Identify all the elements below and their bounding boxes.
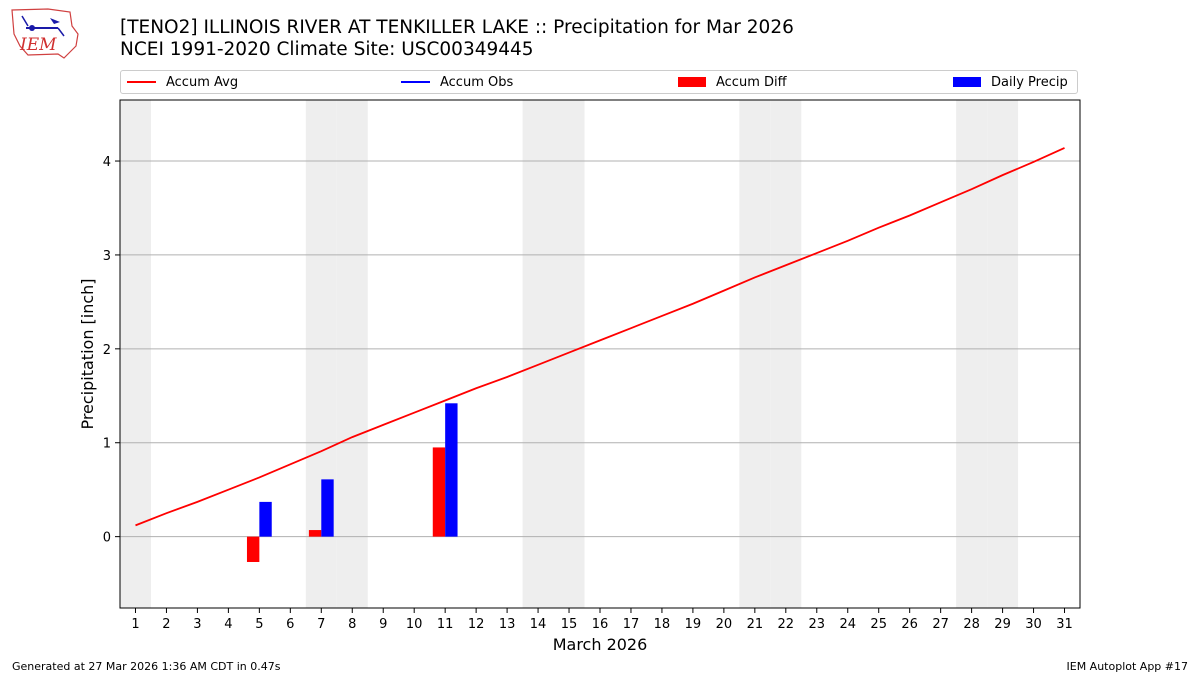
x-tick-label: 28: [963, 617, 980, 632]
x-tick-label: 27: [932, 617, 949, 632]
weekend-band: [956, 100, 988, 608]
legend-item-daily-precip: Daily Precip: [953, 71, 1068, 93]
x-tick-label: 2: [162, 617, 170, 632]
weekend-band: [770, 100, 802, 608]
legend-item-accum-obs: Accum Obs: [401, 71, 513, 93]
x-tick-label: 11: [437, 617, 454, 632]
y-axis-label: Precipitation [inch]: [78, 278, 97, 429]
x-tick-label: 26: [901, 617, 918, 632]
accum-diff-bar: [432, 447, 446, 537]
legend-item-accum-avg: Accum Avg: [127, 71, 238, 93]
weekend-shading: [120, 100, 1019, 608]
x-tick-label: 20: [716, 617, 733, 632]
x-tick-label: 13: [499, 617, 516, 632]
grid-lines: [120, 160, 1080, 538]
x-tick-label: 4: [224, 617, 232, 632]
x-tick-label: 24: [839, 617, 856, 632]
accum-diff-bar: [308, 530, 322, 537]
chart-title: [TENO2] ILLINOIS RIVER AT TENKILLER LAKE…: [120, 17, 794, 38]
x-tick-label: 17: [623, 617, 640, 632]
x-tick-label: 22: [778, 617, 795, 632]
bars: [246, 403, 458, 562]
legend-swatch-accum-avg: [127, 81, 156, 83]
footer-app: IEM Autoplot App #17: [1066, 660, 1189, 673]
x-tick-label: 21: [747, 617, 764, 632]
legend-swatch-accum-obs: [401, 81, 430, 83]
y-tick-label: 1: [103, 437, 111, 452]
legend: Accum Avg Accum Obs Accum Diff Daily Pre…: [120, 70, 1078, 94]
x-tick-label: 31: [1056, 617, 1073, 632]
daily-precip-bar: [259, 501, 272, 537]
x-tick-label: 6: [286, 617, 294, 632]
accum-avg-line-group: [135, 147, 1065, 527]
x-tick-label: 23: [809, 617, 826, 632]
x-axis-label: March 2026: [553, 635, 648, 654]
weekend-band: [987, 100, 1019, 608]
logo-text: IEM: [19, 35, 57, 55]
x-tick-label: 16: [592, 617, 609, 632]
legend-label-accum-obs: Accum Obs: [440, 74, 514, 90]
weekend-band: [120, 100, 151, 608]
legend-item-accum-diff: Accum Diff: [678, 71, 787, 93]
weekend-band: [739, 100, 771, 608]
x-tick-label: 19: [685, 617, 702, 632]
y-tick-label: 4: [103, 155, 111, 170]
legend-swatch-daily-precip: [953, 77, 981, 87]
x-tick-label: 15: [561, 617, 578, 632]
x-tick-label: 30: [1025, 617, 1042, 632]
x-tick-label: 1: [131, 617, 139, 632]
weekend-band: [336, 100, 368, 608]
accum-avg-line: [135, 147, 1065, 527]
footer-generated: Generated at 27 Mar 2026 1:36 AM CDT in …: [12, 660, 281, 673]
x-tick-label: 29: [994, 617, 1011, 632]
x-tick-label: 7: [317, 617, 325, 632]
legend-label-accum-diff: Accum Diff: [716, 74, 787, 90]
x-tick-label: 9: [379, 617, 387, 632]
y-tick-label: 3: [103, 249, 111, 264]
x-tick-label: 18: [654, 617, 671, 632]
x-tick-label: 3: [193, 617, 201, 632]
legend-label-accum-avg: Accum Avg: [166, 74, 239, 90]
legend-label-daily-precip: Daily Precip: [991, 74, 1068, 90]
weekend-band: [553, 100, 585, 608]
x-tick-label: 14: [530, 617, 547, 632]
x-tick-label: 12: [468, 617, 485, 632]
daily-precip-bar: [321, 479, 334, 537]
x-tick-label: 10: [406, 617, 423, 632]
y-tick-label: 0: [103, 531, 111, 546]
x-tick-label: 25: [870, 617, 887, 632]
legend-swatch-accum-diff: [678, 77, 706, 87]
x-tick-label: 5: [255, 617, 263, 632]
chart-subtitle: NCEI 1991-2020 Climate Site: USC00349445: [120, 39, 534, 60]
accum-diff-bar: [246, 536, 260, 562]
daily-precip-bar: [445, 403, 458, 537]
x-tick-label: 8: [348, 617, 356, 632]
weekend-band: [522, 100, 554, 608]
iem-logo: IEM: [11, 8, 79, 59]
y-tick-label: 2: [103, 343, 111, 358]
